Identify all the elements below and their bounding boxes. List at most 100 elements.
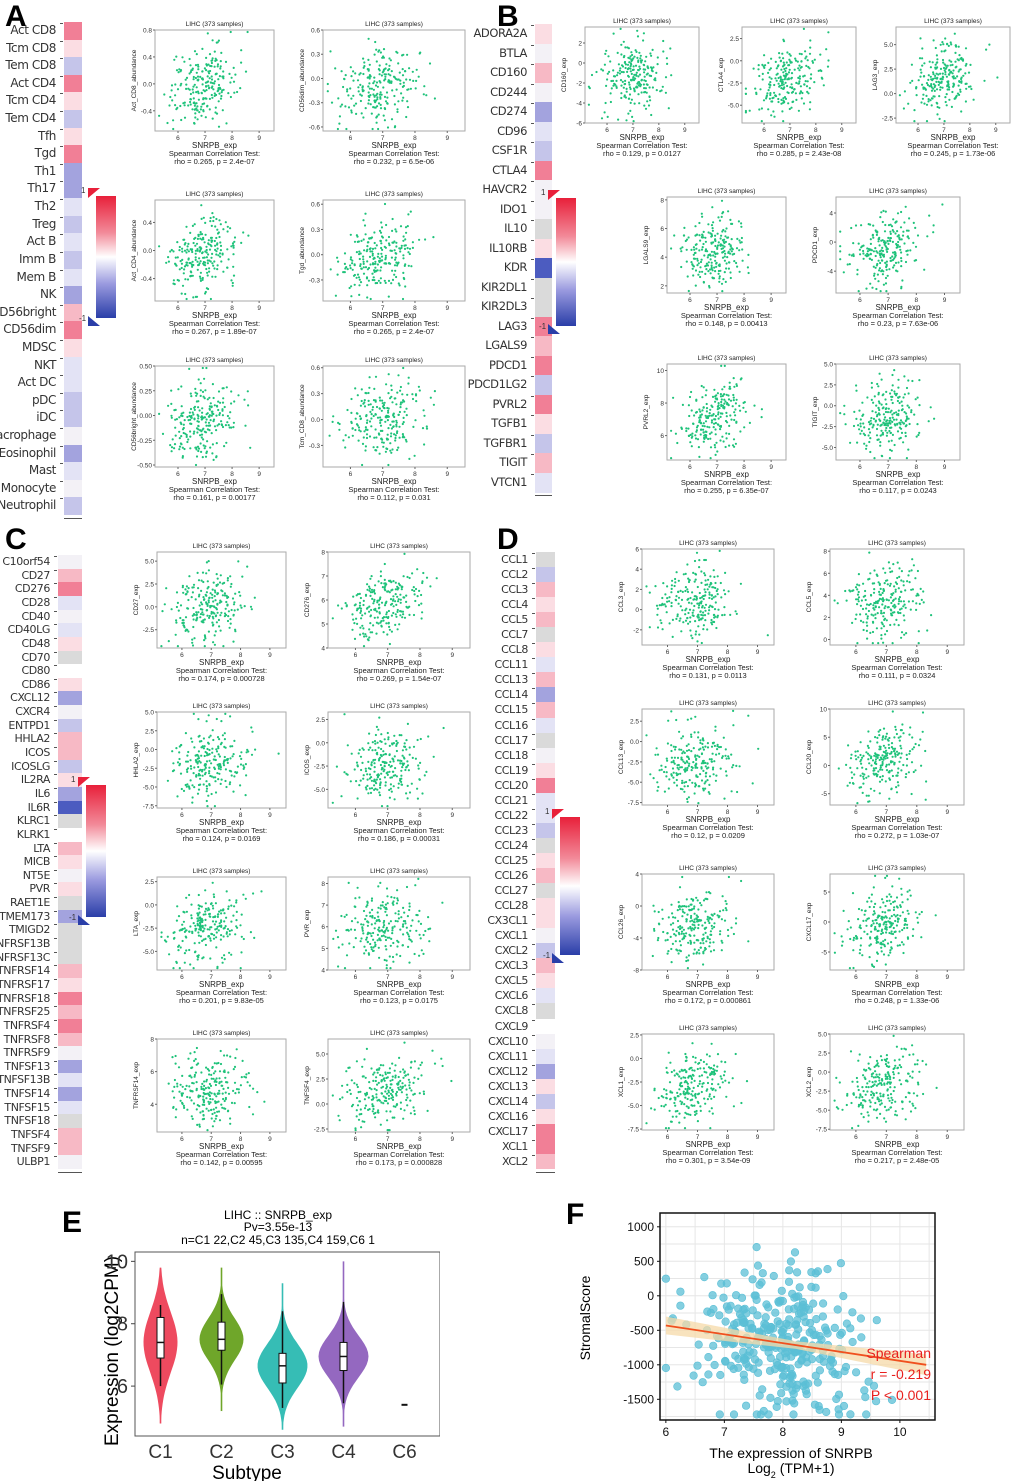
data-point [382, 55, 385, 58]
data-point [972, 98, 975, 101]
data-point [925, 94, 928, 97]
data-point [942, 61, 945, 64]
data-point [227, 92, 230, 95]
data-point [394, 600, 397, 603]
legend-max-arrow-icon [552, 809, 564, 819]
heatmap-tick [532, 929, 535, 931]
data-point [945, 75, 948, 78]
data-point [685, 429, 688, 433]
data-point [407, 769, 410, 772]
heatmap-row-label: ENTPD1 [8, 718, 50, 732]
data-point [194, 387, 197, 390]
x-axis-label: SNRPB_exp [377, 818, 422, 827]
data-point [360, 112, 363, 115]
y-axis-label: PDCD1_exp [812, 227, 819, 264]
heatmap-tick [531, 161, 534, 163]
stat-test-label: Spearman Correlation Test: [353, 826, 444, 835]
x-tick-label: 6 [349, 305, 353, 312]
data-point [417, 604, 421, 607]
data-point [233, 905, 236, 908]
heatmap-cell [58, 1032, 82, 1047]
data-point [718, 407, 721, 410]
data-point [367, 742, 370, 745]
heatmap-row-label: CXCL8 [494, 1004, 529, 1018]
heatmap-cell [535, 63, 552, 83]
data-point [620, 43, 623, 46]
data-point [196, 63, 200, 66]
data-point [184, 278, 187, 281]
data-point [373, 592, 376, 595]
data-point [208, 753, 211, 756]
data-point [886, 431, 889, 434]
data-point [906, 253, 909, 256]
heatmap-row-label: IL10RB [489, 240, 527, 255]
heatmap-row-label: HAVCR2 [482, 182, 527, 196]
heatmap-tick [54, 1115, 57, 1117]
data-point [189, 759, 192, 762]
data-point [627, 112, 630, 115]
data-point [397, 282, 400, 285]
data-point [402, 399, 405, 402]
data-point [356, 797, 359, 800]
data-point [192, 606, 195, 610]
data-point [405, 231, 408, 234]
data-point [369, 403, 372, 406]
y-tick-label: -0.3 [309, 100, 321, 107]
data-point [666, 62, 669, 65]
data-point [379, 281, 382, 284]
data-point [631, 53, 634, 57]
data-point [780, 98, 783, 101]
data-point [377, 580, 380, 583]
data-point [211, 588, 214, 591]
data-point [918, 431, 921, 434]
data-point [723, 385, 726, 388]
data-point [226, 928, 230, 931]
data-point [885, 290, 888, 293]
data-point [390, 614, 393, 617]
data-point [362, 262, 365, 265]
data-point [364, 594, 368, 597]
data-point [905, 412, 908, 415]
data-point [710, 261, 713, 264]
data-point [175, 747, 178, 750]
heatmap-cell [535, 277, 552, 298]
data-point [901, 234, 905, 237]
data-point [624, 96, 627, 99]
data-point [376, 446, 379, 449]
data-point [379, 570, 382, 573]
data-point [209, 216, 212, 220]
data-point [928, 60, 931, 63]
data-point [905, 229, 909, 232]
data-point [192, 625, 195, 629]
data-point [718, 277, 721, 280]
data-point [632, 65, 635, 68]
data-point [230, 279, 233, 282]
data-point [395, 744, 398, 747]
data-point [839, 250, 842, 253]
data-point [251, 730, 254, 733]
data-point [371, 272, 374, 275]
data-point [370, 112, 373, 115]
data-point [217, 390, 221, 393]
heatmap-row-label: CD56dim [3, 322, 56, 337]
data-point [196, 571, 199, 574]
data-point [345, 266, 348, 269]
data-point [378, 606, 381, 609]
data-point [229, 30, 232, 34]
heatmap-row-label: IL6R [27, 800, 51, 814]
data-point [221, 582, 224, 585]
data-point [405, 440, 408, 443]
data-point [711, 227, 714, 230]
data-point [205, 760, 209, 763]
data-point [775, 73, 778, 76]
data-point [200, 601, 203, 604]
y-tick-label: 0 [578, 61, 582, 68]
data-point [875, 287, 878, 291]
y-tick-label: 2.5 [824, 382, 833, 389]
data-point [960, 110, 963, 113]
data-point [331, 801, 334, 804]
y-tick-label: -0.6 [309, 124, 321, 131]
data-point [395, 421, 398, 424]
heatmap-tick [60, 40, 63, 42]
data-point [423, 443, 426, 446]
